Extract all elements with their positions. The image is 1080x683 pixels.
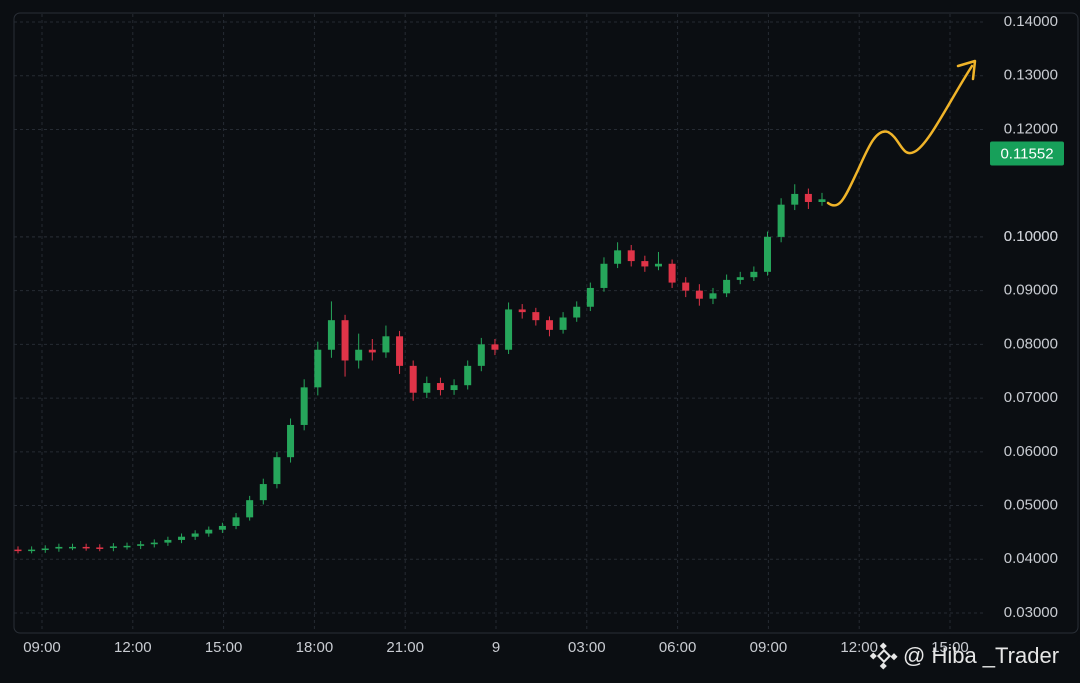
candle-body xyxy=(368,349,376,353)
x-tick-label: 12:00 xyxy=(114,639,152,656)
y-tick-label: 0.09000 xyxy=(1004,282,1058,299)
candle-body xyxy=(723,279,731,294)
candle-body xyxy=(409,365,417,393)
x-tick-label: 15:00 xyxy=(931,639,969,656)
candle-body xyxy=(818,199,826,202)
candle-body xyxy=(259,484,267,501)
x-axis: 09:00 12:00 15:00 18:00 21:00 9 03:00 06:00 09:0… xyxy=(23,639,969,656)
candle-body xyxy=(709,293,717,299)
arrow-head xyxy=(956,59,977,81)
y-tick-label: 0.12000 xyxy=(1004,120,1058,137)
candle-body xyxy=(150,542,158,545)
y-tick-label: 0.10000 xyxy=(1004,228,1058,245)
candle-body xyxy=(41,548,49,551)
candle-body xyxy=(491,344,499,350)
y-tick-label: 0.04000 xyxy=(1004,550,1058,567)
candle-body xyxy=(573,306,581,318)
grid xyxy=(14,14,985,632)
candle-body xyxy=(436,383,444,391)
candle-body xyxy=(736,277,744,280)
y-tick-label: 0.10000 xyxy=(1004,228,1058,245)
x-tick-label: 9 xyxy=(492,639,500,656)
y-tick-label: 0.13000 xyxy=(1004,67,1058,84)
candle-body xyxy=(232,517,240,526)
candle-body xyxy=(109,546,117,548)
candle-body xyxy=(450,385,458,391)
candle-body xyxy=(477,344,485,366)
candle-body xyxy=(423,383,431,393)
candle-body xyxy=(627,250,635,262)
candle-body xyxy=(382,336,390,353)
candle-body xyxy=(314,349,322,388)
candle-body xyxy=(69,546,77,549)
candle-body xyxy=(28,549,36,552)
candle-body xyxy=(804,193,812,202)
candle-body xyxy=(287,424,295,458)
candle-body xyxy=(505,309,513,350)
candle-body xyxy=(614,250,622,264)
watermark: @ Hiba _Trader xyxy=(903,643,1059,668)
candle-body xyxy=(273,457,281,485)
x-tick-label: 09:00 xyxy=(750,639,788,656)
candle-body xyxy=(396,336,404,366)
y-tick-label: 0.14000 xyxy=(1004,13,1058,30)
candle-body xyxy=(164,539,172,543)
candle-body xyxy=(123,545,131,548)
candle-body xyxy=(96,547,104,549)
candle-body xyxy=(137,544,145,546)
candle-body xyxy=(218,525,226,530)
y-tick-label: 0.06000 xyxy=(1004,443,1058,460)
candle-body xyxy=(82,546,90,549)
last-price-box xyxy=(990,141,1064,166)
x-tick-label: 12:00 xyxy=(840,639,878,656)
candle-body xyxy=(791,193,799,205)
candle-body xyxy=(205,529,213,534)
candle-body xyxy=(532,312,540,321)
x-tick-label: 03:00 xyxy=(568,639,606,656)
candle-body xyxy=(178,536,186,540)
candle-body xyxy=(246,500,254,518)
candle-body xyxy=(750,271,758,278)
candle-body xyxy=(641,261,649,267)
y-tick-label: 0.07000 xyxy=(1004,389,1058,406)
x-tick-label: 21:00 xyxy=(386,639,424,656)
x-tick-label: 06:00 xyxy=(659,639,697,656)
x-tick-label: 09:00 xyxy=(23,639,61,656)
candle-body xyxy=(14,549,22,552)
candle-body xyxy=(668,263,676,283)
candle-body xyxy=(545,320,553,330)
candle-body xyxy=(600,263,608,288)
y-tick-label: 0.03000 xyxy=(1004,604,1058,621)
y-tick-label: 0.08000 xyxy=(1004,335,1058,352)
candle-body xyxy=(763,236,771,272)
candle-body xyxy=(586,287,594,307)
candle-body xyxy=(682,282,690,291)
x-tick-label: 15:00 xyxy=(205,639,243,656)
candles xyxy=(14,184,826,554)
candle-body xyxy=(341,320,349,361)
x-tick-label: 18:00 xyxy=(296,639,334,656)
candle-body xyxy=(518,309,526,313)
last-price-label: 0.11552 xyxy=(1000,145,1053,162)
candle-body xyxy=(55,546,63,549)
y-axis: 0.140000.130000.120000.100000.100000.090… xyxy=(990,13,1064,621)
y-tick-label: 0.05000 xyxy=(1004,497,1058,514)
candle-body xyxy=(777,204,785,237)
candle-body xyxy=(654,263,662,267)
candle-body xyxy=(191,533,199,537)
candle-body xyxy=(464,365,472,386)
candle-body xyxy=(355,349,363,361)
plot-frame xyxy=(13,12,1079,634)
candle-body xyxy=(300,387,308,425)
forecast-arrow xyxy=(826,64,974,207)
candle-body xyxy=(559,317,567,330)
candle-body xyxy=(695,290,703,299)
candle-body xyxy=(327,320,335,350)
